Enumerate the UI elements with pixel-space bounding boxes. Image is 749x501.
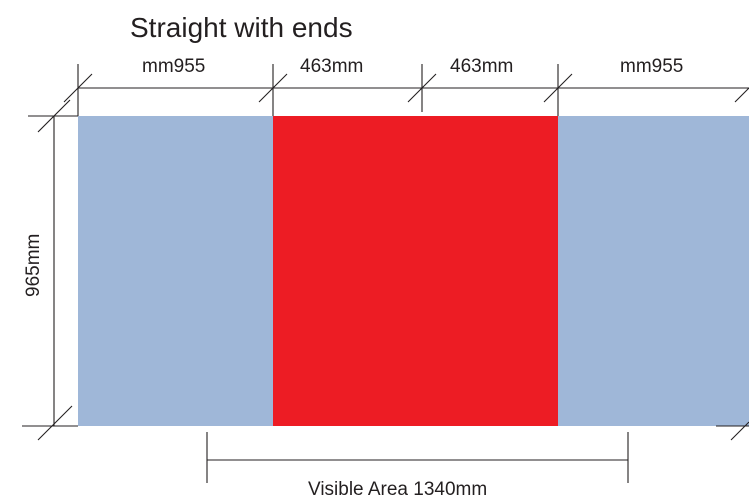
width-label-left-end: mm955 [142, 56, 205, 77]
top-dimension-line [63, 64, 749, 116]
visible-area-label: Visible Area 1340mm [308, 479, 487, 500]
width-label-center-left: 463mm [300, 56, 363, 77]
height-label: 965mm [23, 234, 44, 297]
diagram-title: Straight with ends [130, 12, 353, 43]
right-edge-tick [716, 421, 749, 441]
panel-left-end [78, 116, 273, 426]
panel-right-end [558, 116, 749, 426]
width-label-center-right: 463mm [450, 56, 513, 77]
height-dimension-line [22, 99, 78, 441]
visible-area-dimension-line [206, 432, 629, 483]
panel-center [273, 116, 558, 426]
width-label-right-end: mm955 [620, 56, 683, 77]
